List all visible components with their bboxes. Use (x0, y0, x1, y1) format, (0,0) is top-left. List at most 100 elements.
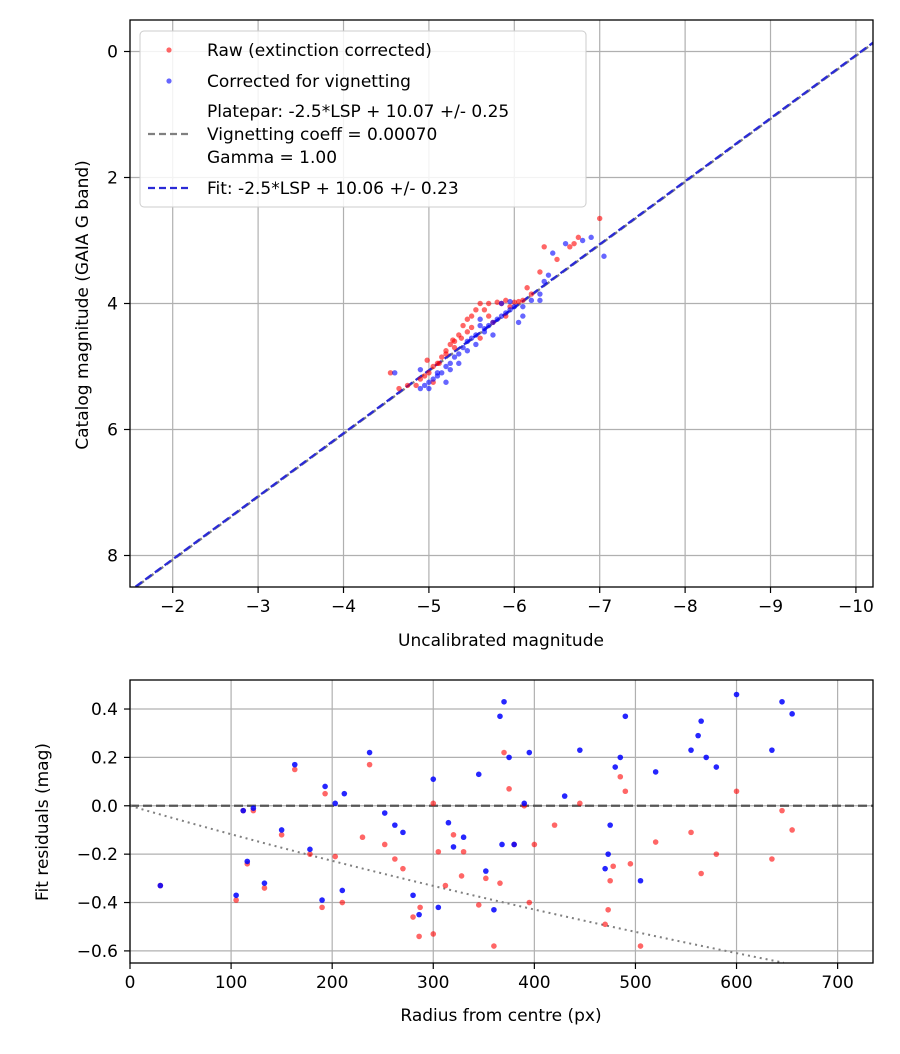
magnitude-corrected-point (447, 366, 453, 373)
magnitude-corrected-point (447, 360, 453, 367)
residuals-corrected-point (521, 800, 528, 807)
residuals-corrected-point (622, 713, 629, 720)
magnitude-raw-point (464, 329, 471, 335)
magnitude-corrected-point (507, 307, 513, 313)
residuals-raw-point (417, 904, 423, 911)
residuals-corrected-point (400, 829, 406, 836)
legend-platepar-label: Platepar: -2.5*LSP + 10.07 +/- 0.25 (207, 102, 509, 122)
legend-box (139, 30, 587, 208)
residuals-raw-point (610, 863, 616, 870)
residuals-corrected-point (577, 747, 583, 753)
magnitude-corrected-point (494, 316, 500, 322)
magnitude-corrected-point (451, 354, 458, 360)
magnitude-corrected-point (520, 313, 526, 319)
residuals-raw-point (607, 877, 613, 884)
magnitude-corrected-point (443, 363, 449, 370)
magnitude-raw-point (524, 285, 530, 291)
magnitude-y-axis-label: Catalog magnitude (GAIA G band) (73, 160, 93, 450)
magnitude-chart: −2 −3 −4 −5 −6 −7 −8 −9 −10 0 2 4 6 8 Uncalibrated ma… (73, 19, 874, 651)
residuals-x-tick-label: 500 (619, 973, 651, 993)
residuals-ticks: 0 100 200 300 400 500 600 700 −0.6 −0.4 −0.2 0.0 0.2… (77, 700, 854, 993)
residuals-corrected-point (695, 732, 701, 739)
residuals-corrected-point (319, 897, 325, 903)
magnitude-corrected-point (579, 237, 586, 244)
magnitude-corrected-point (503, 310, 509, 316)
magnitude-corrected-point (541, 278, 547, 285)
magnitude-raw-point (417, 376, 424, 382)
magnitude-corrected-point (601, 253, 607, 259)
residuals-raw-point (400, 865, 406, 872)
residuals-x-tick-label: 400 (518, 973, 550, 993)
magnitude-corrected-point (464, 338, 471, 344)
residuals-corrected-point (322, 783, 328, 790)
residuals-corrected-point (244, 858, 251, 865)
residuals-raw-point (339, 899, 346, 906)
magnitude-raw-point (481, 307, 488, 313)
residuals-corrected-point (789, 711, 795, 717)
magnitude-raw-point (426, 370, 432, 376)
residuals-raw-point (307, 851, 313, 857)
magnitude-raw-point (520, 297, 526, 304)
residuals-raw-point (506, 786, 512, 792)
magnitude-corrected-point (490, 319, 496, 326)
magnitude-x-tick-label: −10 (838, 597, 874, 617)
residuals-corrected-point (157, 882, 164, 889)
magnitude-x-axis-label: Uncalibrated magnitude (398, 631, 604, 651)
legend-vignetting-label: Vignetting coeff = 0.00070 (207, 125, 437, 145)
magnitude-corrected-point (434, 370, 441, 376)
magnitude-y-tick-label: 0 (107, 43, 118, 63)
residuals-corrected-point (499, 841, 505, 848)
magnitude-y-tick-label: 2 (107, 169, 118, 189)
residuals-raw-point (359, 834, 366, 841)
magnitude-corrected-point (481, 326, 488, 332)
residuals-raw-point (416, 933, 422, 940)
residuals-corrected-point (332, 800, 339, 807)
magnitude-raw-point (477, 300, 483, 307)
residuals-corrected-point (511, 841, 517, 848)
magnitude-ticks: −2 −3 −4 −5 −6 −7 −8 −9 −10 0 2 4 6 8 (107, 43, 874, 618)
residuals-raw-point (769, 856, 775, 862)
residuals-corrected-point (381, 810, 388, 816)
magnitude-raw-point (537, 269, 543, 275)
magnitude-corrected-point (417, 366, 424, 373)
legend-corrected-label: Corrected for vignetting (207, 72, 411, 92)
residuals-corrected-point (713, 764, 720, 770)
magnitude-raw-point (571, 240, 577, 247)
magnitude-raw-point (597, 215, 603, 222)
magnitude-corrected-point (537, 291, 543, 297)
legend: Raw (extinction corrected) Corrected for… (139, 30, 587, 208)
magnitude-corrected-point (490, 332, 496, 338)
residuals-raw-point (442, 882, 449, 889)
magnitude-raw-point (396, 385, 402, 392)
magnitude-raw-point (473, 307, 479, 313)
residuals-raw-point (381, 841, 388, 848)
residuals-corrected-point (240, 807, 247, 814)
residuals-raw-point (483, 875, 489, 882)
residuals-raw-point (332, 853, 339, 860)
residuals-y-tick-label: −0.2 (77, 845, 118, 865)
magnitude-y-tick-label: 8 (107, 547, 118, 567)
magnitude-raw-point (485, 300, 492, 307)
residuals-x-tick-label: 600 (720, 973, 752, 993)
magnitude-raw-point (515, 298, 522, 305)
magnitude-raw-point (451, 344, 458, 351)
magnitude-corrected-point (473, 332, 479, 338)
residuals-chart: 0 100 200 300 400 500 600 700 −0.6 −0.4 −0.2 0.0 0.2… (33, 679, 874, 1026)
magnitude-corrected-point (426, 385, 432, 392)
residuals-corrected-point (460, 834, 467, 841)
residuals-raw-point (577, 800, 583, 807)
magnitude-raw-point (447, 341, 453, 348)
residuals-raw-point (531, 841, 538, 848)
magnitude-raw-point (421, 373, 428, 379)
magnitude-corrected-point (477, 322, 483, 329)
magnitude-corrected-point (498, 313, 505, 319)
residuals-corrected-point (483, 868, 489, 874)
residuals-corrected-point (607, 822, 613, 828)
residuals-corrected-point (561, 793, 568, 799)
residuals-corrected-point (506, 754, 512, 761)
magnitude-raw-point (430, 363, 436, 370)
magnitude-raw-point (567, 244, 573, 250)
magnitude-raw-point (464, 316, 471, 322)
residuals-corrected-point (250, 805, 257, 811)
residuals-raw-point (551, 822, 558, 828)
